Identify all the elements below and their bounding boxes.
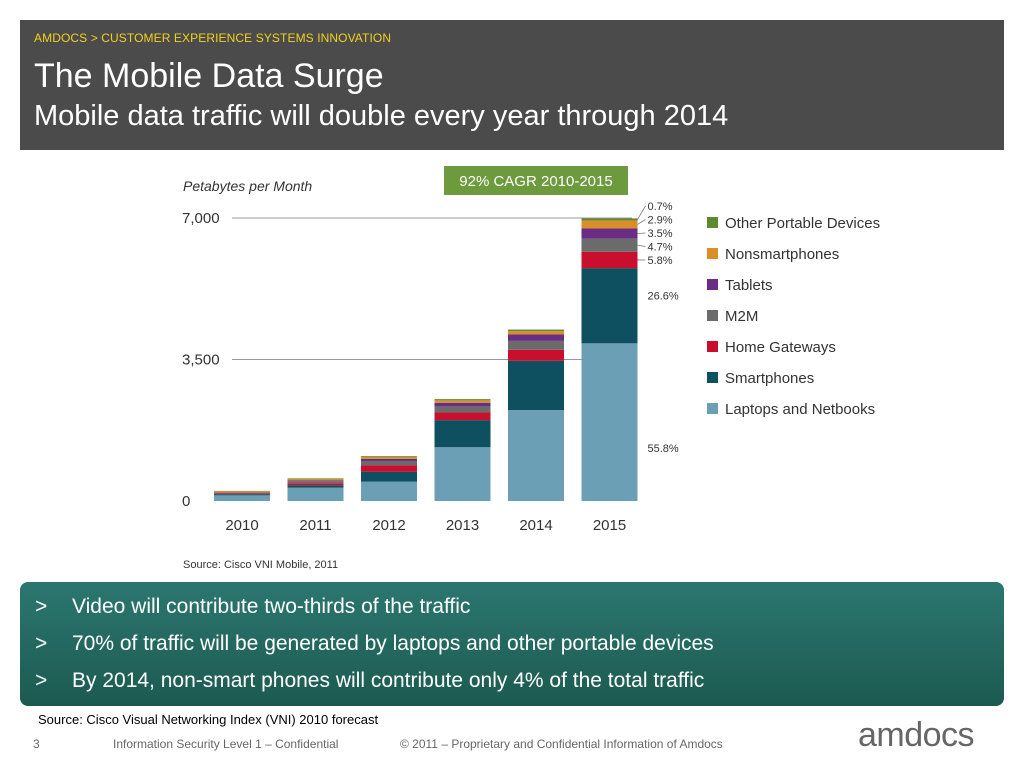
share-label: 55.8%: [648, 443, 679, 455]
bullet-item: > By 2014, non-smart phones will contribu…: [35, 669, 704, 693]
page-number: 3: [33, 737, 40, 751]
legend-label: Laptops and Netbooks: [725, 401, 875, 418]
y-tick-label: 3,500: [182, 352, 220, 369]
bar-segment: [287, 480, 344, 482]
bar-segment: [214, 491, 270, 493]
legend-swatch: [707, 217, 718, 228]
cagr-badge: [444, 166, 628, 195]
bar-segment: [581, 343, 638, 501]
legend-label: Home Gateways: [725, 339, 836, 356]
share-label-leader: [637, 244, 646, 247]
bar-segment: [287, 487, 344, 501]
bar-segment: [287, 485, 344, 488]
bar-segment: [361, 460, 417, 466]
bar-segment: [581, 228, 638, 239]
legend-label: M2M: [725, 308, 758, 325]
bar-segment: [508, 349, 564, 361]
bar-segment: [434, 402, 491, 407]
bullet-text: 70% of traffic will be generated by lapt…: [72, 632, 714, 655]
bar-segment: [581, 218, 638, 221]
bar-segment: [361, 465, 417, 472]
bar-segment: [434, 447, 491, 501]
y-axis-label: Petabytes per Month: [183, 178, 312, 194]
title-bar: AMDOCS > CUSTOMER EXPERIENCE SYSTEMS INN…: [20, 20, 1004, 150]
legend-label: Tablets: [725, 277, 773, 294]
bullet-marker: >: [35, 595, 48, 618]
bar-segment: [287, 481, 344, 484]
bar-segment: [508, 360, 564, 411]
copyright-notice: © 2011 – Proprietary and Confidential In…: [400, 737, 723, 751]
share-label: 0.7%: [648, 201, 673, 213]
legend-swatch: [707, 279, 718, 290]
stacked-bar-chart: Petabytes per Month 92% CAGR 2010-2015 0 3,…: [182, 166, 880, 571]
key-points-panel: > Video will contribute two-thirds of the…: [20, 582, 1004, 706]
x-tick-label: 2015: [593, 517, 626, 534]
bar-segment: [508, 331, 564, 335]
y-tick-label: 7,000: [182, 210, 220, 227]
x-tick-label: 2010: [225, 517, 258, 534]
bar-segment: [361, 481, 417, 501]
classification-label: Information Security Level 1 – Confident…: [113, 737, 339, 751]
bullet-item: >70% of traffic will be generated by lap…: [35, 632, 714, 656]
x-tick-label: 2013: [446, 517, 479, 534]
bar-segment: [434, 406, 491, 413]
bar-segment: [434, 399, 491, 401]
bullet-item: > Video will contribute two-thirds of the…: [35, 595, 470, 619]
breadcrumb: AMDOCS > CUSTOMER EXPERIENCE SYSTEMS INN…: [34, 31, 392, 45]
bar-segment: [214, 492, 270, 494]
bar-segment: [508, 410, 564, 501]
x-tick-label: 2012: [372, 517, 405, 534]
bar-segment: [361, 456, 417, 457]
bar-segment: [581, 268, 638, 344]
bar-segment: [434, 420, 491, 448]
legend-swatch: [707, 372, 718, 383]
legend-swatch: [707, 403, 718, 414]
share-label: 2.9%: [648, 215, 673, 227]
bar-segment: [287, 478, 344, 481]
bar-segment: [434, 400, 491, 403]
legend-label: Smartphones: [725, 370, 814, 387]
legend-swatch: [707, 248, 718, 259]
bar-segment: [434, 412, 491, 421]
bullet-marker: >: [35, 669, 48, 692]
bar-segment: [287, 478, 344, 479]
bullet-text: By 2014, non-smart phones will contribut…: [72, 669, 705, 692]
page-title: The Mobile Data Surge: [34, 57, 384, 95]
bar-segment: [214, 494, 270, 496]
cagr-badge-text: 92% CAGR 2010-2015: [459, 173, 612, 190]
share-label: 26.6%: [648, 291, 679, 303]
bar-segment: [508, 329, 564, 332]
bullet-text: Video will contribute two-thirds of the …: [72, 595, 471, 618]
share-label: 3.5%: [648, 228, 673, 240]
y-tick-label: 0: [182, 493, 190, 510]
bullet-marker: >: [35, 632, 48, 655]
bar-segment: [581, 220, 638, 229]
bar-segment: [508, 334, 564, 341]
legend-swatch: [707, 341, 718, 352]
bar-segment: [581, 251, 638, 269]
source-note: Source: Cisco Visual Networking Index (V…: [38, 712, 379, 727]
share-label-leader: [637, 219, 646, 225]
legend-label: Nonsmartphones: [725, 246, 839, 263]
bar-segment: [287, 483, 344, 486]
legend-swatch: [707, 310, 718, 321]
bar-segment: [214, 495, 270, 501]
bar-segment: [581, 238, 638, 252]
share-label: 4.7%: [648, 242, 673, 254]
bar-segment: [508, 340, 564, 350]
bar-segment: [361, 458, 417, 461]
x-tick-label: 2011: [299, 517, 331, 534]
bar-segment: [361, 471, 417, 482]
share-label: 5.8%: [648, 255, 673, 267]
x-tick-label: 2014: [519, 517, 552, 534]
amdocs-logo: amdocs: [858, 716, 975, 754]
share-label-leader: [637, 205, 646, 220]
bar-segment: [214, 493, 270, 495]
bar-segment: [361, 456, 417, 459]
page-subtitle: Mobile data traffic will double every ye…: [34, 100, 729, 132]
chart-source: Source: Cisco VNI Mobile, 2011: [183, 559, 338, 571]
legend-label: Other Portable Devices: [725, 215, 880, 232]
